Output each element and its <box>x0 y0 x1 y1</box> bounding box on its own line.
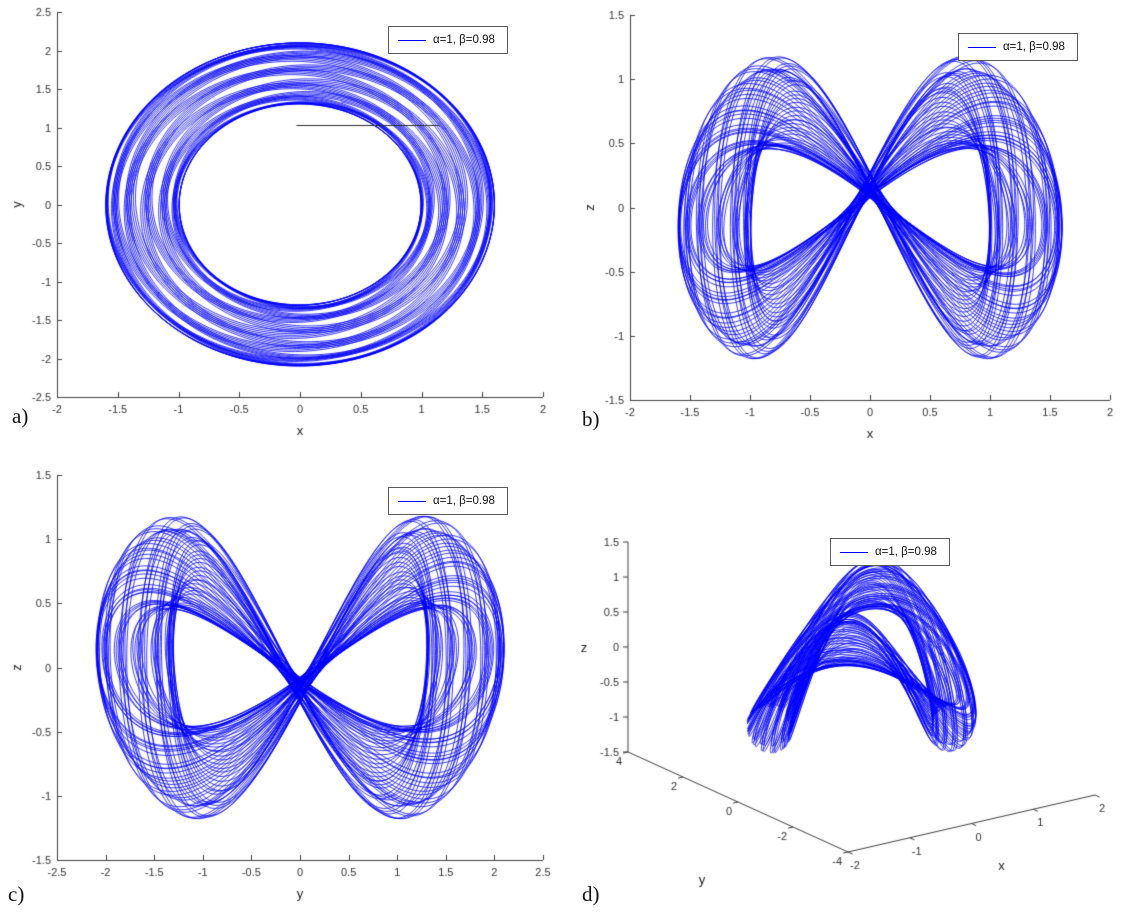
legend-line-sample <box>398 39 426 41</box>
panel-letter-c: c) <box>8 882 25 906</box>
legend-label: α=1, β=0.98 <box>433 34 495 46</box>
panel-letter-d: d) <box>582 882 600 906</box>
legend-panel-a: α=1, β=0.98 <box>388 26 508 54</box>
legend-panel-d: α=1, β=0.98 <box>830 538 950 566</box>
legend-line-sample <box>840 551 868 553</box>
legend-label: α=1, β=0.98 <box>875 546 937 558</box>
legend-panel-b: α=1, β=0.98 <box>958 33 1078 61</box>
panel-letter-b: b) <box>582 407 600 431</box>
panel-letter-a: a) <box>12 404 29 428</box>
legend-label: α=1, β=0.98 <box>1003 41 1065 53</box>
legend-label: α=1, β=0.98 <box>433 495 495 507</box>
legend-line-sample <box>398 500 426 502</box>
legend-line-sample <box>968 46 996 48</box>
legend-panel-c: α=1, β=0.98 <box>388 487 508 515</box>
